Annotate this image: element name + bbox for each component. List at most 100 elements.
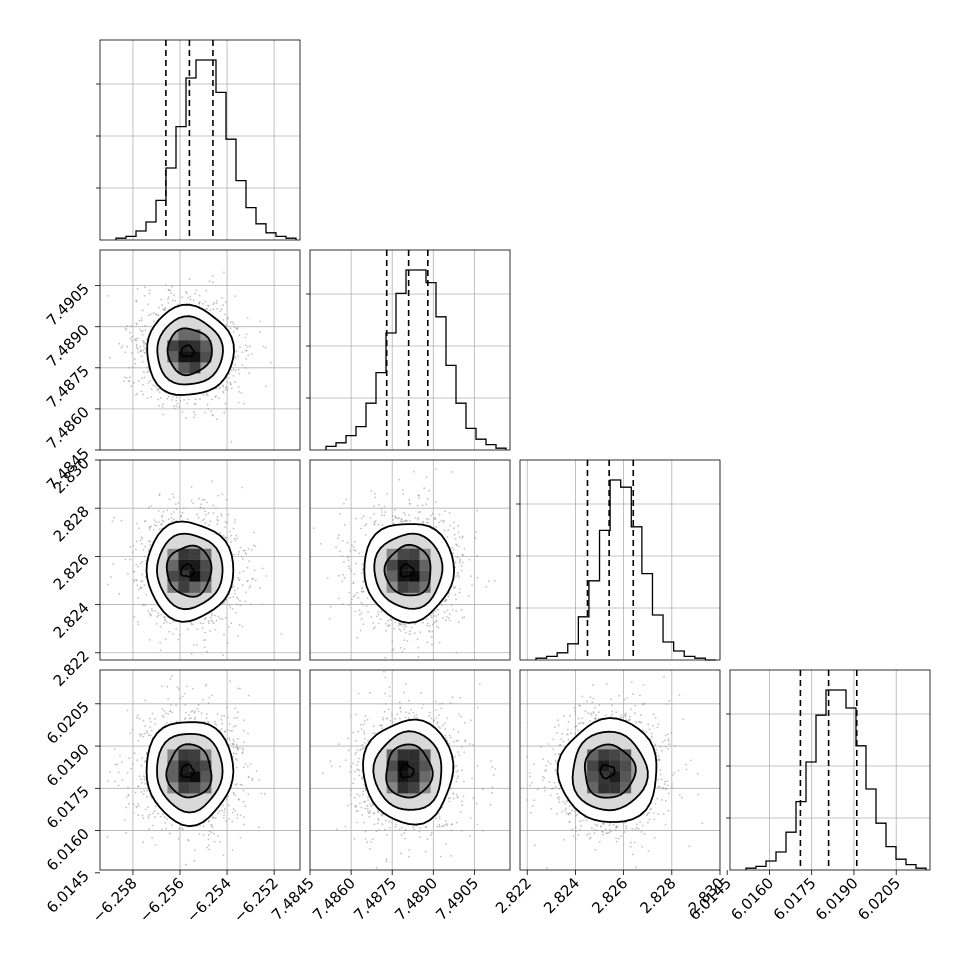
sample-point xyxy=(224,730,226,733)
sample-point xyxy=(138,805,140,807)
sample-point xyxy=(570,732,572,735)
contour-mid xyxy=(571,730,649,812)
sample-point xyxy=(574,712,577,715)
sample-point xyxy=(385,860,388,863)
sample-point xyxy=(177,837,180,840)
sample-point xyxy=(353,778,356,780)
sample-point xyxy=(670,732,672,734)
sample-point xyxy=(154,718,156,720)
sample-point xyxy=(643,702,645,705)
sample-point xyxy=(172,511,175,513)
contour-core xyxy=(399,563,415,578)
sample-point xyxy=(426,624,428,627)
sample-point xyxy=(443,611,446,614)
sample-point xyxy=(227,804,230,806)
sample-point xyxy=(568,820,571,823)
sample-point xyxy=(157,510,160,512)
sample-point xyxy=(566,728,569,731)
sample-point xyxy=(595,714,597,717)
sample-point xyxy=(205,308,207,311)
sample-point xyxy=(212,303,215,306)
sample-point xyxy=(355,713,358,716)
sample-point xyxy=(322,772,324,775)
sample-point xyxy=(449,797,451,799)
sample-point xyxy=(232,375,235,377)
sample-point xyxy=(589,836,592,839)
sample-point xyxy=(131,551,134,554)
sample-point xyxy=(196,707,199,710)
y-tick-label: 6.0190 xyxy=(43,740,93,790)
sample-point xyxy=(656,759,659,761)
density-cell xyxy=(397,581,409,593)
sample-point xyxy=(592,684,594,686)
sample-point xyxy=(193,711,196,714)
sample-point xyxy=(162,403,165,406)
sample-point xyxy=(362,623,365,625)
sample-point xyxy=(665,788,668,790)
sample-point xyxy=(373,521,375,523)
sample-point xyxy=(361,563,364,566)
sample-point xyxy=(462,554,465,556)
sample-point xyxy=(356,749,359,751)
sample-point xyxy=(403,648,406,650)
sample-point xyxy=(438,817,441,820)
sample-point xyxy=(204,411,206,414)
sample-point xyxy=(394,717,397,720)
sample-point xyxy=(435,625,438,628)
sample-point xyxy=(381,727,384,730)
sample-point xyxy=(455,821,458,824)
density-cell xyxy=(408,760,420,772)
density-cell xyxy=(178,749,190,761)
sample-point xyxy=(132,803,135,806)
sample-point xyxy=(391,721,394,724)
sample-point xyxy=(148,639,151,641)
sample-point xyxy=(237,553,240,555)
sample-point xyxy=(244,805,247,807)
sample-point xyxy=(219,310,222,313)
sample-point xyxy=(347,559,350,561)
sample-point xyxy=(224,313,227,316)
y-tick-label: 7.4875 xyxy=(43,362,93,412)
sample-point xyxy=(361,747,364,750)
histogram-panel-1 xyxy=(306,249,511,451)
contour-mid xyxy=(156,732,224,814)
sample-point xyxy=(593,832,596,834)
contour-core xyxy=(179,763,196,779)
sample-point xyxy=(430,717,433,720)
x-tick-label: 7.4860 xyxy=(309,874,359,924)
sample-point xyxy=(389,618,392,621)
sample-point xyxy=(403,628,406,631)
sample-point xyxy=(185,711,187,714)
sample-point xyxy=(347,604,350,606)
panel-frame xyxy=(519,669,721,871)
sample-point xyxy=(672,774,674,776)
sample-point xyxy=(142,393,145,396)
sample-point xyxy=(359,802,361,805)
sample-point xyxy=(126,325,128,327)
sample-point xyxy=(170,704,172,707)
sample-point xyxy=(149,726,152,728)
sample-point xyxy=(159,815,162,818)
sample-point xyxy=(410,708,412,711)
sample-point xyxy=(234,381,237,383)
sample-point xyxy=(529,771,531,774)
sample-point xyxy=(581,695,584,698)
sample-point xyxy=(228,604,231,607)
sample-point xyxy=(383,670,385,673)
sample-point xyxy=(140,330,143,333)
sample-point xyxy=(116,763,119,766)
sample-point xyxy=(212,414,215,417)
sample-point xyxy=(227,316,229,319)
sample-point xyxy=(358,552,361,555)
sample-point xyxy=(414,622,417,625)
histogram-panel-3 xyxy=(726,669,931,871)
sample-point xyxy=(210,410,213,413)
sample-point xyxy=(417,646,420,649)
sample-point xyxy=(360,617,363,620)
sample-point xyxy=(210,831,213,834)
sample-point xyxy=(175,704,177,706)
sample-point xyxy=(487,580,490,583)
sample-point xyxy=(475,802,478,805)
sample-point xyxy=(120,519,123,522)
sample-point xyxy=(213,301,215,304)
